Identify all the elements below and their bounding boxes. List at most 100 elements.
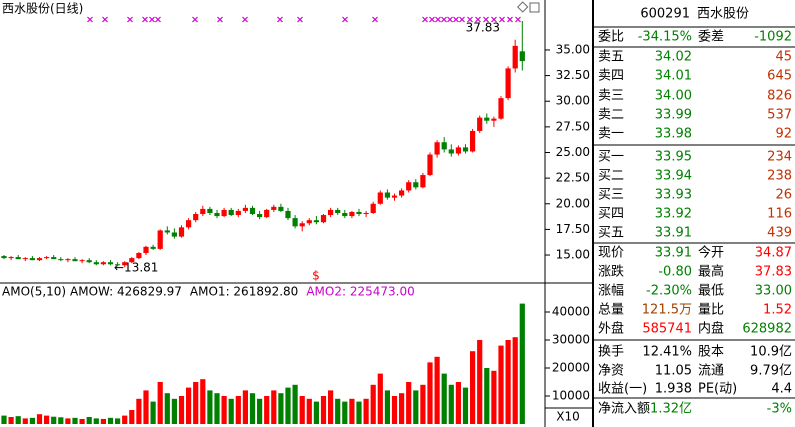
candle-body: [79, 260, 85, 262]
row-value: -34.15%: [638, 30, 692, 45]
row-value: 121.5万: [642, 303, 692, 318]
candle-body: [207, 208, 213, 213]
volume-bar: [434, 356, 440, 424]
volume-bar: [498, 345, 504, 424]
volume-bar: [171, 398, 177, 424]
high-annotation: 37.83: [466, 21, 500, 35]
event-cross: [342, 16, 348, 23]
volume-bar: [200, 379, 206, 424]
candle-body: [370, 203, 376, 213]
row-label: PE(动): [698, 382, 737, 397]
volume-bar: [349, 398, 355, 424]
row-value: 37.83: [755, 265, 792, 280]
candle-body: [8, 257, 14, 259]
order-volume: 439: [767, 226, 792, 241]
event-cross: [127, 16, 133, 23]
order-volume: 116: [767, 207, 792, 222]
order-volume: 45: [775, 50, 792, 65]
candle-body: [93, 262, 99, 265]
event-cross: [435, 16, 441, 23]
event-cross: [475, 16, 481, 23]
candle-body: [44, 257, 50, 259]
volume-bar: [72, 417, 78, 424]
row-label: 换手: [598, 345, 624, 360]
row-value: 1.938: [655, 382, 692, 397]
row-label: 今开: [698, 245, 724, 261]
candle-body: [299, 223, 305, 227]
candle-body: [72, 259, 78, 262]
volume-bar: [441, 373, 447, 424]
order-volume: 26: [775, 188, 792, 203]
order-price: 34.01: [655, 69, 692, 84]
volume-bar: [36, 414, 43, 424]
candle-body: [143, 246, 149, 253]
y-tick-label: 10000: [552, 389, 590, 403]
volume-bar: [427, 362, 433, 424]
volume-bar: [93, 418, 99, 424]
volume-bar: [384, 390, 390, 424]
volume-bar: [264, 396, 270, 424]
order-price: 33.95: [655, 150, 692, 165]
volume-bar: [342, 401, 348, 424]
event-cross: [441, 16, 447, 23]
volume-bar: [44, 415, 50, 424]
candle-body: [413, 182, 419, 188]
volume-bar: [136, 398, 142, 424]
volume-bar: [164, 393, 170, 424]
candle-body: [150, 246, 156, 249]
order-label: 卖三: [598, 89, 624, 104]
volume-bar: [228, 398, 234, 424]
volume-bar: [491, 370, 497, 424]
volume-bar: [313, 401, 319, 424]
row-value: 12.41%: [642, 345, 692, 360]
icon-square[interactable]: [529, 2, 540, 13]
row-value: 10.9亿: [750, 345, 792, 360]
volume-bar: [406, 382, 412, 424]
candle-body: [285, 210, 291, 219]
volume-bar: [178, 396, 185, 424]
row-label: 涨跌: [598, 264, 624, 280]
row-value: 1.52: [763, 303, 792, 318]
event-cross: [297, 16, 303, 23]
volume-bar: [271, 390, 277, 424]
row-value: -1092: [754, 30, 792, 45]
stock-name: 西水股份: [697, 7, 749, 22]
row-value: 628982: [742, 322, 792, 337]
candle-body: [306, 220, 312, 224]
candle-body: [1, 256, 7, 259]
candle-body: [86, 260, 92, 263]
volume-bar: [363, 398, 369, 424]
event-cross: [429, 16, 435, 23]
volume-bar: [143, 390, 149, 424]
candle-body: [264, 209, 270, 218]
candle-body: [278, 206, 284, 211]
order-price: 33.94: [655, 169, 692, 184]
row-label: 涨幅: [598, 284, 624, 299]
candle-body: [477, 117, 483, 131]
y-tick-label: 20.00: [556, 196, 590, 210]
order-volume: 234: [767, 150, 792, 165]
legend-entry: AMOW: 426829.97: [70, 285, 182, 299]
volume-bar: [320, 396, 327, 424]
row-label: 委差: [698, 30, 724, 45]
volume-bar: [29, 417, 35, 424]
volume-bar: [470, 351, 476, 424]
volume-bar: [512, 337, 518, 424]
candle-body: [107, 262, 114, 265]
candle-body: [427, 154, 433, 176]
icon-diamond[interactable]: [517, 1, 529, 13]
candle-body: [58, 259, 64, 261]
candle-body: [29, 258, 35, 261]
row-label: 外盘: [598, 321, 624, 337]
candle-body: [257, 214, 263, 218]
y-tick-label: 25.00: [556, 145, 590, 159]
order-price: 33.91: [655, 226, 692, 241]
candle-body: [15, 257, 21, 260]
candle-body: [129, 258, 135, 263]
order-label: 买二: [598, 169, 624, 184]
y-tick-label: 17.50: [556, 222, 590, 236]
candle-body: [178, 227, 185, 237]
row-value: 33.00: [755, 284, 792, 299]
volume-bar: [391, 396, 398, 424]
